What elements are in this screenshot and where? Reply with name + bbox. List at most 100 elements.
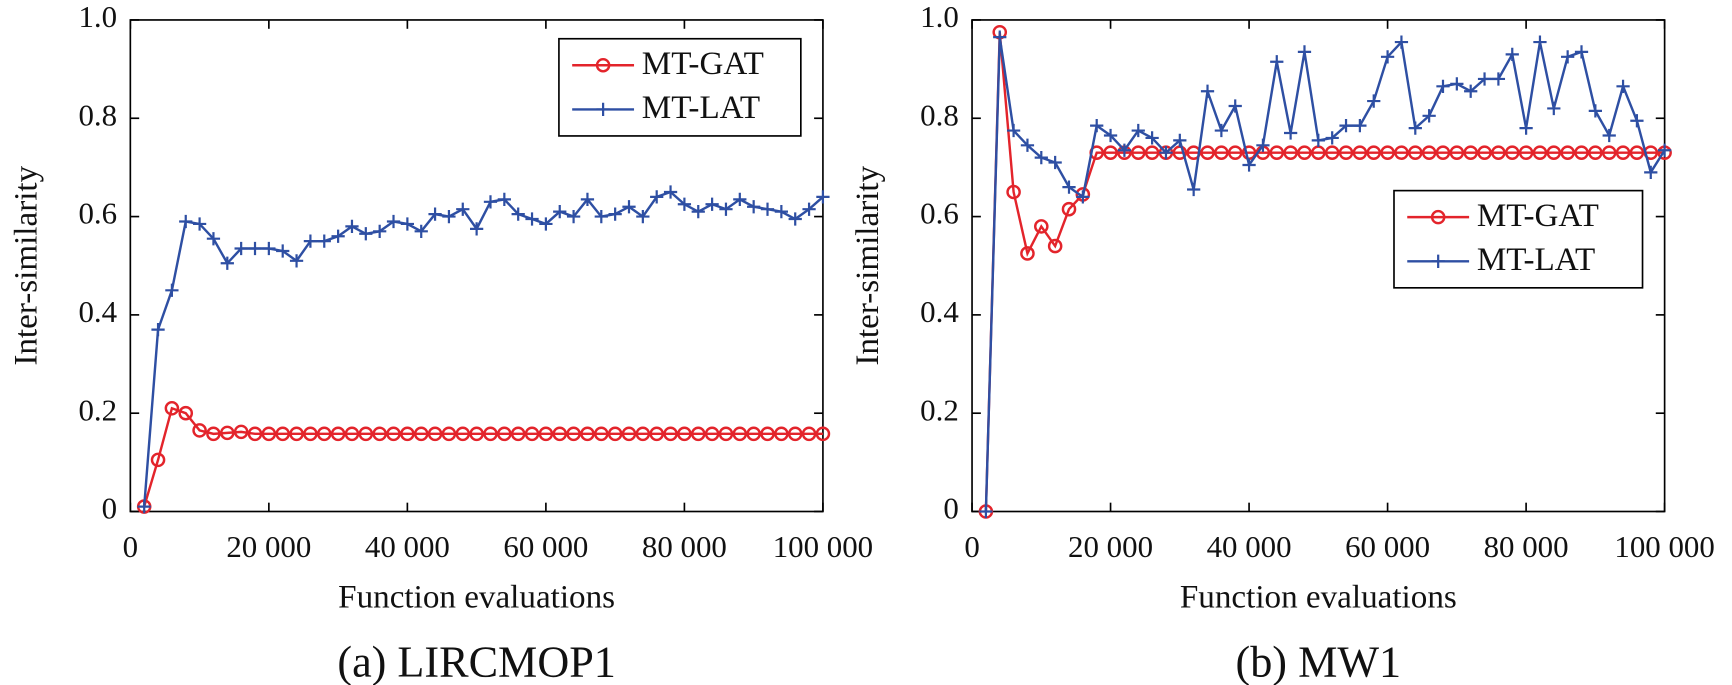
marker bbox=[1269, 145, 1285, 160]
marker bbox=[1297, 45, 1312, 59]
marker bbox=[691, 205, 705, 219]
x-tick-label: 20 000 bbox=[1068, 529, 1153, 564]
marker bbox=[704, 426, 720, 442]
x-tick-label: 0 bbox=[964, 529, 979, 564]
marker bbox=[677, 426, 692, 442]
marker bbox=[1532, 145, 1548, 160]
marker bbox=[1505, 47, 1519, 61]
marker bbox=[649, 426, 664, 442]
marker bbox=[1477, 72, 1492, 86]
plot-frame bbox=[971, 19, 1666, 513]
marker bbox=[1422, 109, 1436, 123]
marker bbox=[497, 192, 511, 207]
marker bbox=[525, 212, 539, 226]
marker bbox=[470, 222, 484, 236]
marker bbox=[455, 426, 471, 442]
marker bbox=[359, 227, 373, 241]
marker bbox=[164, 400, 180, 416]
marker bbox=[179, 214, 193, 229]
marker bbox=[1533, 35, 1547, 49]
marker bbox=[993, 30, 1007, 44]
marker bbox=[1588, 104, 1602, 118]
y-tick-label: 0.8 bbox=[920, 97, 959, 132]
marker bbox=[1283, 145, 1298, 160]
marker bbox=[441, 426, 457, 442]
marker bbox=[1408, 121, 1422, 135]
marker bbox=[1547, 101, 1561, 116]
marker bbox=[1394, 145, 1409, 160]
y-tick-label: 0.6 bbox=[78, 196, 117, 231]
marker bbox=[1214, 145, 1229, 160]
marker bbox=[1159, 146, 1173, 160]
marker bbox=[289, 254, 304, 268]
marker bbox=[1256, 138, 1270, 152]
marker bbox=[151, 323, 165, 337]
marker bbox=[1103, 128, 1118, 143]
marker bbox=[566, 426, 581, 442]
marker bbox=[663, 185, 678, 199]
marker bbox=[774, 205, 788, 219]
marker bbox=[414, 224, 428, 238]
marker bbox=[206, 232, 221, 246]
series-line bbox=[984, 36, 1666, 512]
legend-marker bbox=[596, 102, 610, 117]
legend-label: MT-GAT bbox=[1477, 197, 1599, 234]
marker bbox=[1311, 133, 1325, 148]
marker bbox=[330, 426, 346, 442]
marker bbox=[1061, 201, 1077, 217]
legend-label: MT-LAT bbox=[1477, 241, 1595, 278]
marker bbox=[1117, 143, 1132, 157]
marker bbox=[1366, 145, 1382, 160]
marker bbox=[1408, 145, 1423, 160]
marker bbox=[1450, 77, 1464, 91]
marker bbox=[1214, 123, 1228, 138]
marker bbox=[413, 426, 429, 442]
series-line bbox=[143, 406, 823, 507]
marker bbox=[538, 426, 554, 442]
marker bbox=[1297, 145, 1312, 160]
marker bbox=[1047, 238, 1063, 254]
marker bbox=[1560, 145, 1575, 160]
subplot: 0 0.2 0.4 0.6 0.8 1.0 0 20 000 40 000 60 000 80 00… bbox=[7, 0, 873, 685]
chart-title: (a) LIRCMOP1 bbox=[337, 637, 616, 685]
marker bbox=[1131, 123, 1145, 138]
y-tick-label: 1.0 bbox=[920, 0, 959, 34]
legend: MT-GAT MT-LAT bbox=[1393, 189, 1644, 289]
marker bbox=[1657, 143, 1672, 157]
marker bbox=[524, 426, 540, 442]
marker bbox=[1644, 165, 1658, 179]
marker bbox=[483, 195, 498, 209]
marker bbox=[677, 197, 692, 211]
marker bbox=[1103, 145, 1118, 160]
marker bbox=[1435, 145, 1451, 160]
marker bbox=[510, 426, 526, 442]
legend-marker bbox=[595, 57, 611, 73]
x-tick-label: 100 000 bbox=[1614, 529, 1714, 564]
y-tick-label: 0.8 bbox=[78, 97, 117, 132]
marker bbox=[1449, 145, 1465, 160]
marker bbox=[442, 209, 456, 224]
x-tick-label: 40 000 bbox=[1207, 529, 1292, 564]
marker bbox=[1090, 119, 1104, 133]
marker bbox=[1200, 84, 1215, 98]
marker bbox=[1491, 145, 1506, 160]
marker bbox=[566, 209, 581, 224]
x-axis-label: Function evaluations bbox=[1180, 578, 1457, 615]
marker bbox=[1518, 145, 1534, 160]
marker bbox=[192, 217, 207, 231]
marker bbox=[331, 229, 345, 243]
marker bbox=[1561, 50, 1575, 64]
marker bbox=[1588, 145, 1603, 160]
x-tick-label: 80 000 bbox=[642, 529, 727, 564]
marker bbox=[1145, 131, 1159, 145]
marker bbox=[1615, 145, 1631, 160]
plot-frame bbox=[129, 19, 824, 513]
legend-box bbox=[1393, 189, 1644, 289]
marker bbox=[400, 426, 415, 442]
marker bbox=[234, 241, 248, 256]
marker bbox=[220, 425, 235, 441]
y-tick-label: 0.4 bbox=[78, 294, 117, 329]
y-tick-label: 0.6 bbox=[920, 196, 959, 231]
marker bbox=[705, 197, 719, 211]
